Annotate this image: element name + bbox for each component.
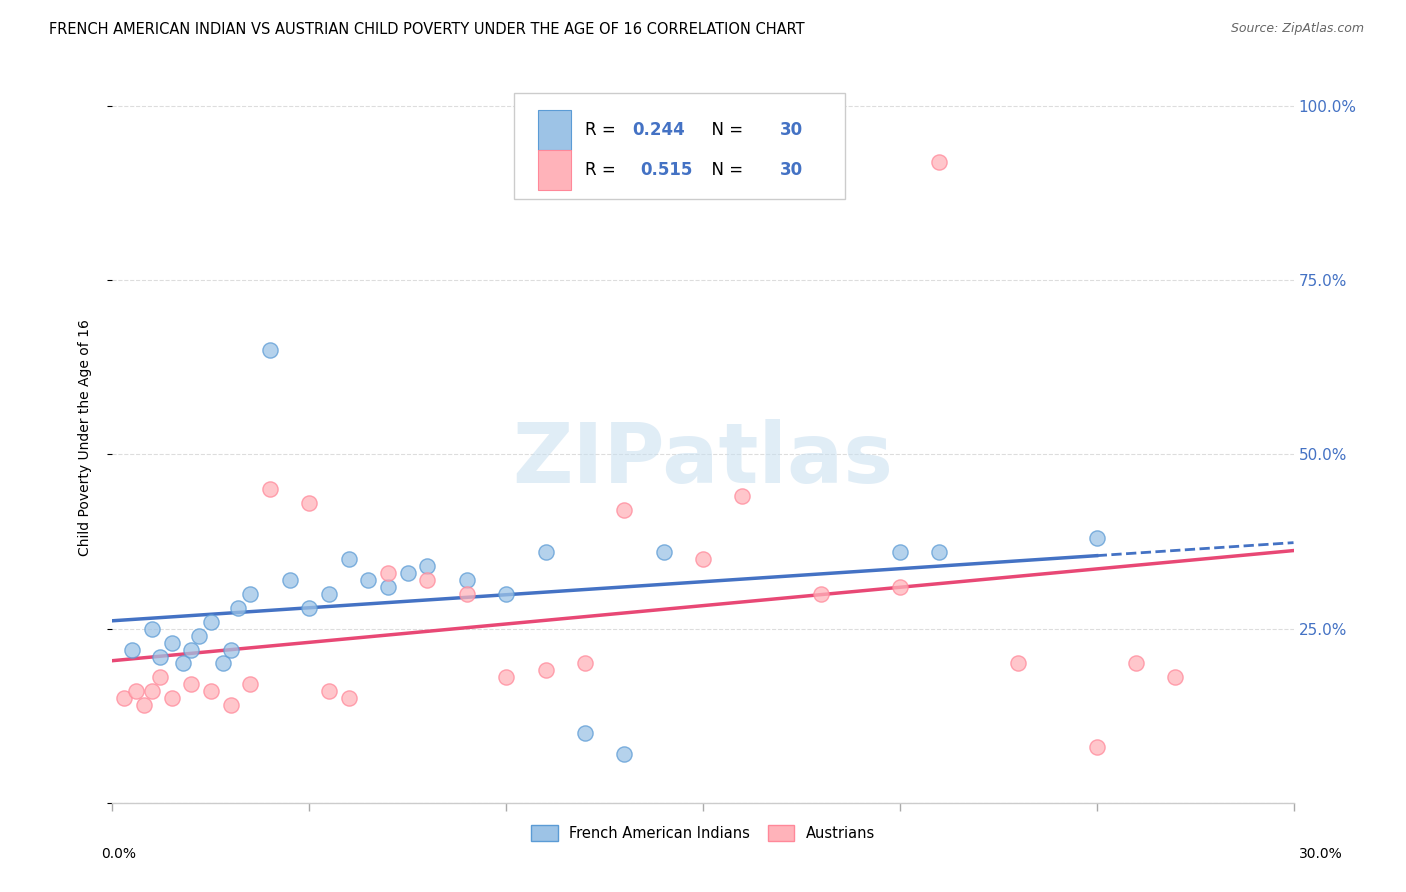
Point — [180, 677, 202, 691]
Point — [180, 642, 202, 657]
Point — [160, 691, 183, 706]
Text: 0.515: 0.515 — [640, 161, 693, 179]
Point — [141, 622, 163, 636]
Point — [172, 657, 194, 671]
Point — [574, 657, 596, 671]
Point — [357, 573, 380, 587]
Y-axis label: Child Poverty Under the Age of 16: Child Poverty Under the Age of 16 — [77, 318, 91, 556]
Point — [200, 684, 222, 698]
Point — [337, 691, 360, 706]
Point — [149, 649, 172, 664]
Bar — [537, 150, 571, 190]
Point — [188, 629, 211, 643]
Point — [495, 587, 517, 601]
Point — [534, 664, 557, 678]
Bar — [537, 110, 571, 150]
Text: N =: N = — [700, 121, 748, 139]
Point — [613, 503, 636, 517]
Point — [239, 587, 262, 601]
Point — [613, 747, 636, 761]
Text: R =: R = — [585, 161, 626, 179]
Point — [692, 552, 714, 566]
Point — [318, 684, 340, 698]
Point — [495, 670, 517, 684]
Point — [456, 573, 478, 587]
Point — [132, 698, 155, 713]
Text: 0.0%: 0.0% — [101, 847, 136, 861]
Point — [889, 545, 911, 559]
Point — [259, 343, 281, 357]
Point — [112, 691, 135, 706]
Point — [1125, 657, 1147, 671]
Point — [416, 573, 439, 587]
Text: 30: 30 — [780, 121, 803, 139]
Point — [889, 580, 911, 594]
Point — [259, 483, 281, 497]
Point — [200, 615, 222, 629]
Text: FRENCH AMERICAN INDIAN VS AUSTRIAN CHILD POVERTY UNDER THE AGE OF 16 CORRELATION: FRENCH AMERICAN INDIAN VS AUSTRIAN CHILD… — [49, 22, 804, 37]
Text: 0.244: 0.244 — [633, 121, 685, 139]
Point — [810, 587, 832, 601]
Point — [377, 566, 399, 580]
Text: Source: ZipAtlas.com: Source: ZipAtlas.com — [1230, 22, 1364, 36]
Text: R =: R = — [585, 121, 621, 139]
Text: 30: 30 — [780, 161, 803, 179]
Point — [211, 657, 233, 671]
Legend: French American Indians, Austrians: French American Indians, Austrians — [526, 819, 880, 847]
Point — [1007, 657, 1029, 671]
Point — [278, 573, 301, 587]
Text: 30.0%: 30.0% — [1299, 847, 1343, 861]
Point — [219, 698, 242, 713]
Point — [731, 489, 754, 503]
Point — [396, 566, 419, 580]
Point — [652, 545, 675, 559]
Point — [574, 726, 596, 740]
Point — [228, 600, 250, 615]
Point — [1085, 531, 1108, 545]
Point — [219, 642, 242, 657]
Point — [141, 684, 163, 698]
Point — [318, 587, 340, 601]
Point — [125, 684, 148, 698]
Point — [1085, 740, 1108, 755]
Point — [534, 545, 557, 559]
Point — [456, 587, 478, 601]
Point — [160, 635, 183, 649]
Point — [1164, 670, 1187, 684]
Point — [121, 642, 143, 657]
Point — [239, 677, 262, 691]
Point — [298, 496, 321, 510]
Point — [928, 545, 950, 559]
Point — [337, 552, 360, 566]
Point — [149, 670, 172, 684]
Point — [416, 558, 439, 573]
Text: N =: N = — [700, 161, 748, 179]
Text: ZIPatlas: ZIPatlas — [513, 418, 893, 500]
Point — [377, 580, 399, 594]
FancyBboxPatch shape — [515, 94, 845, 200]
Point — [928, 155, 950, 169]
Point — [298, 600, 321, 615]
